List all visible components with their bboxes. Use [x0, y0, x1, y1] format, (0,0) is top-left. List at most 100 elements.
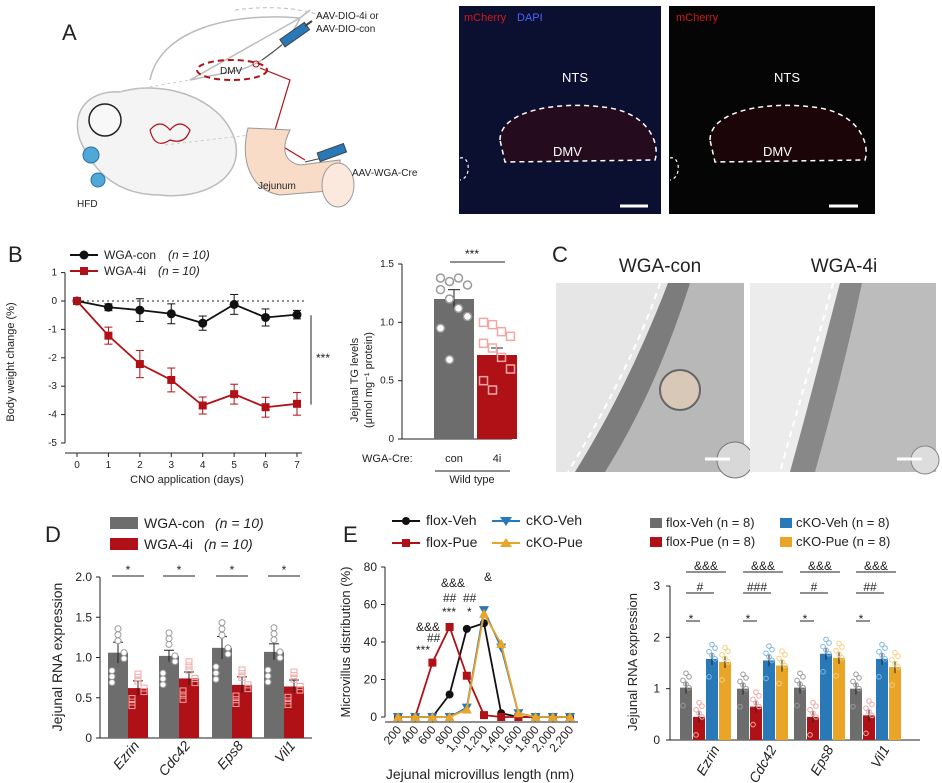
x-category-label: Ezrin — [693, 742, 723, 778]
sig-star: * — [803, 612, 808, 626]
scatter-point — [743, 685, 749, 692]
scatter-point — [108, 679, 116, 687]
scatter-point — [244, 685, 252, 693]
scatter-point — [108, 667, 116, 675]
scatter-point — [706, 648, 712, 655]
data-point — [103, 302, 113, 312]
sig-star: * — [859, 612, 864, 626]
y-tick-label: 0 — [653, 733, 660, 747]
bar-Cdc42-cKO-Veh — [763, 660, 775, 740]
scatter-point — [224, 650, 232, 658]
bar-Ezrin-WGA-con — [108, 652, 128, 738]
scatter-point — [876, 648, 882, 655]
sig-star: * — [689, 612, 694, 626]
scatter-point — [706, 674, 712, 680]
data-point — [428, 658, 437, 667]
data-point — [462, 671, 471, 680]
scatter-point — [296, 682, 304, 690]
x-tick-label: 2 — [137, 460, 143, 471]
bar-Cdc42-flox-Veh — [737, 688, 749, 740]
data-point — [513, 708, 524, 718]
scatter-point — [496, 326, 507, 337]
scatter-point — [462, 280, 473, 290]
scatter-point — [719, 677, 725, 683]
x-tick-label: 3 — [169, 460, 175, 471]
scatter-point — [218, 631, 226, 639]
scatter-point — [850, 678, 856, 685]
data-point — [496, 638, 507, 648]
data-point — [104, 331, 113, 340]
legend-b-con-n: (n = 10) — [168, 248, 210, 262]
scatter-point — [487, 385, 498, 395]
annotations-e-line: &&& ## *** &&& ## *** ## * & — [416, 570, 492, 657]
scatter-point — [462, 311, 473, 322]
scatter-point — [218, 619, 226, 627]
projection-line — [259, 67, 306, 161]
scatter-point — [763, 675, 769, 682]
scatter-point — [185, 662, 193, 670]
panel-label-d: D — [45, 522, 61, 547]
scatter-point — [693, 732, 699, 738]
scatter-point — [444, 354, 455, 365]
scatter-point — [179, 691, 187, 699]
scatter-point — [693, 706, 699, 713]
scatter-point — [284, 697, 292, 705]
scatter-point — [709, 641, 715, 648]
em-title-4i: WGA-4i — [811, 256, 878, 277]
scatter-point — [478, 338, 489, 349]
series-line-WGA-con — [76, 300, 298, 325]
em-image-4i — [750, 282, 940, 475]
data-point — [479, 608, 489, 618]
y-tick-label: 0 — [388, 434, 394, 445]
scatter-point — [856, 675, 862, 681]
data-point — [166, 309, 176, 319]
scatter-point — [185, 666, 193, 674]
bar-Ezrin-flox-Veh — [680, 687, 692, 740]
scatter-point — [238, 666, 246, 674]
scatter-point — [813, 714, 819, 720]
y-tick-label: 1 — [653, 682, 660, 696]
scatter-point — [869, 712, 875, 719]
legend-d-con: WGA-con — [144, 515, 205, 531]
chart-body-weight: -5 -4 -3 -2 -1 0 1 0 1 2 3 4 5 6 7 CNO application (day… — [5, 268, 312, 486]
y-tick-label: 0 — [51, 296, 57, 307]
scatter-point — [435, 323, 446, 333]
scatter-point — [712, 656, 718, 662]
scatter-point — [850, 703, 856, 710]
scatter-point — [879, 652, 885, 659]
panel-label-b: B — [8, 242, 23, 267]
bar-Vil1-cKO-Veh — [876, 658, 888, 740]
scatter-point — [779, 648, 785, 654]
scatter-point — [766, 643, 772, 649]
y-tick-label: -5 — [48, 438, 57, 449]
scatter-point — [800, 684, 806, 691]
scatter-point — [876, 674, 882, 680]
sig-star: * — [126, 563, 131, 577]
data-point — [229, 299, 239, 309]
scatter-point — [810, 699, 816, 706]
bar-Eps8-flox-Pue — [807, 716, 819, 740]
scatter-point — [238, 670, 246, 678]
dmv-label-1: DMV — [553, 144, 582, 159]
scatter-point — [879, 641, 885, 648]
legend-d-4i-n: (n = 10) — [204, 536, 253, 552]
scatter-point — [737, 703, 743, 710]
scatter-point — [264, 678, 272, 686]
y-tick-label: 3 — [653, 579, 660, 593]
legend-b-4i: WGA-4i — [104, 264, 146, 278]
scatter-point — [782, 662, 788, 669]
scatter-point — [750, 696, 756, 703]
scatter-point — [270, 636, 278, 644]
em-title-con: WGA-con — [619, 256, 701, 277]
jejunum-label: Jejunum — [258, 181, 296, 192]
scatter-point — [444, 276, 455, 287]
scatter-point — [839, 655, 845, 661]
bar-Eps8-WGA-4i — [232, 684, 252, 738]
scatter-point — [836, 651, 842, 658]
scatter-point — [712, 645, 718, 651]
bar-Eps8-flox-Veh — [794, 687, 806, 740]
syringe-icon — [261, 20, 313, 61]
scatter-point — [264, 666, 272, 674]
scatter-point — [165, 635, 173, 643]
